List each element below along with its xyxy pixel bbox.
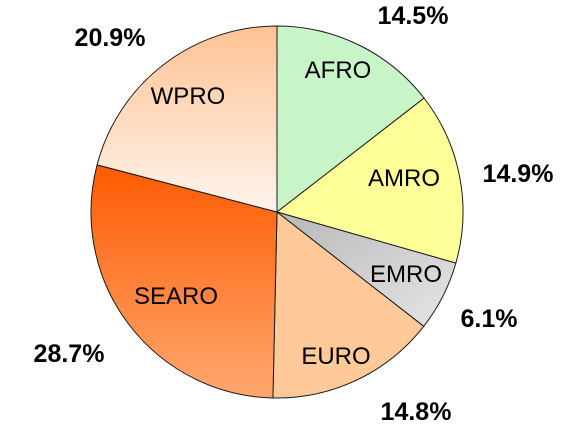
pct-label-searo: 28.7% xyxy=(34,340,105,368)
slice-labels: AFRO AMRO EMRO EURO SEARO WPRO xyxy=(134,57,442,370)
pct-label-afro: 14.5% xyxy=(378,2,449,30)
slice-label-searo: SEARO xyxy=(134,283,218,310)
slice-label-amro: AMRO xyxy=(368,165,440,192)
slice-label-euro: EURO xyxy=(301,343,370,370)
pct-label-emro: 6.1% xyxy=(461,305,518,333)
pie-slices xyxy=(90,25,464,399)
pct-label-amro: 14.9% xyxy=(483,160,554,188)
slice-label-wpro: WPRO xyxy=(151,83,226,110)
percentage-labels: 14.5% 14.9% 6.1% 14.8% 28.7% 20.9% xyxy=(34,2,554,426)
pie-slice-wpro xyxy=(96,25,278,213)
slice-label-emro: EMRO xyxy=(370,261,442,288)
pct-label-wpro: 20.9% xyxy=(75,24,146,52)
slice-label-afro: AFRO xyxy=(305,57,372,84)
pie-slice-euro xyxy=(272,210,425,399)
pie-slice-afro xyxy=(276,25,425,214)
pie-slice-searo xyxy=(90,164,278,399)
pct-label-euro: 14.8% xyxy=(381,398,452,426)
pie-slice-amro xyxy=(275,97,464,264)
